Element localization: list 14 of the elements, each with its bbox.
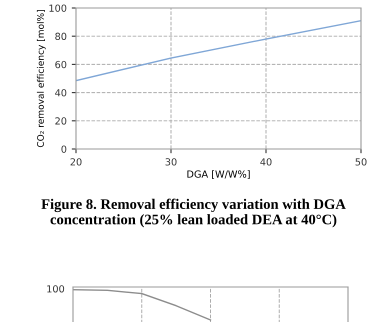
x-tick-label: 30: [166, 158, 177, 166]
caption: Figure 8. Removal efficiency variation with DGA concentration (25% lean loaded DEA at 40°C): [41, 198, 346, 228]
y-tick-label: 80: [55, 32, 66, 40]
line-series: [76, 20, 361, 82]
y-tick-label: 0: [61, 145, 66, 153]
x-tick-label: 40: [260, 158, 272, 166]
x-tick-label: 20: [70, 158, 82, 166]
y-tick-label: 100: [49, 4, 66, 12]
x-tick-label: 50: [356, 158, 367, 166]
y-tick-label: 60: [55, 60, 66, 68]
x-axis-title: DGA [W/W%]: [187, 170, 250, 179]
y-axis-title: CO₂ removal efficiency [mol%]: [36, 10, 46, 148]
y-tick-label: 20: [55, 117, 66, 125]
y-tick-label: 40: [55, 89, 66, 96]
